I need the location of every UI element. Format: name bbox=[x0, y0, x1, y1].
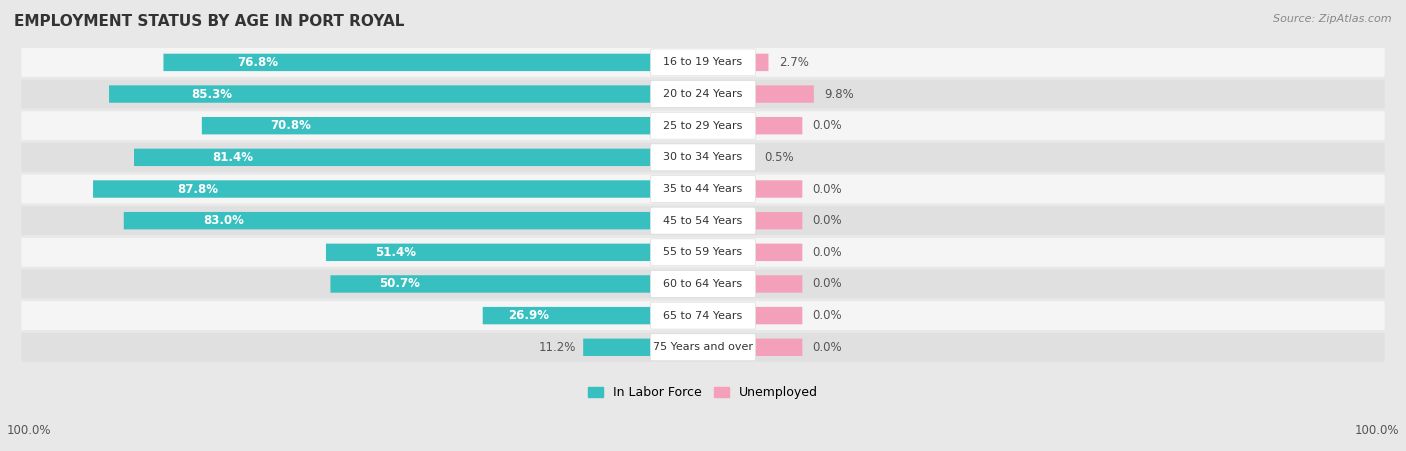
Text: 83.0%: 83.0% bbox=[204, 214, 245, 227]
FancyBboxPatch shape bbox=[751, 180, 803, 198]
FancyBboxPatch shape bbox=[110, 85, 655, 103]
FancyBboxPatch shape bbox=[21, 333, 1385, 362]
FancyBboxPatch shape bbox=[482, 307, 655, 324]
Text: 81.4%: 81.4% bbox=[212, 151, 253, 164]
FancyBboxPatch shape bbox=[21, 175, 1385, 203]
FancyBboxPatch shape bbox=[134, 149, 655, 166]
FancyBboxPatch shape bbox=[651, 81, 755, 107]
Text: 9.8%: 9.8% bbox=[824, 87, 853, 101]
Text: 85.3%: 85.3% bbox=[191, 87, 232, 101]
Text: EMPLOYMENT STATUS BY AGE IN PORT ROYAL: EMPLOYMENT STATUS BY AGE IN PORT ROYAL bbox=[14, 14, 405, 28]
FancyBboxPatch shape bbox=[21, 270, 1385, 299]
FancyBboxPatch shape bbox=[330, 275, 655, 293]
FancyBboxPatch shape bbox=[651, 49, 755, 76]
Text: 100.0%: 100.0% bbox=[7, 424, 52, 437]
Text: 0.0%: 0.0% bbox=[813, 214, 842, 227]
Text: 30 to 34 Years: 30 to 34 Years bbox=[664, 152, 742, 162]
Text: Source: ZipAtlas.com: Source: ZipAtlas.com bbox=[1274, 14, 1392, 23]
FancyBboxPatch shape bbox=[583, 339, 655, 356]
FancyBboxPatch shape bbox=[751, 307, 803, 324]
FancyBboxPatch shape bbox=[651, 144, 755, 171]
FancyBboxPatch shape bbox=[751, 149, 755, 166]
Legend: In Labor Force, Unemployed: In Labor Force, Unemployed bbox=[583, 382, 823, 405]
Text: 87.8%: 87.8% bbox=[177, 183, 218, 195]
Text: 2.7%: 2.7% bbox=[779, 56, 808, 69]
FancyBboxPatch shape bbox=[751, 212, 803, 230]
FancyBboxPatch shape bbox=[651, 271, 755, 297]
Text: 75 Years and over: 75 Years and over bbox=[652, 342, 754, 352]
Text: 0.0%: 0.0% bbox=[813, 246, 842, 259]
FancyBboxPatch shape bbox=[202, 117, 655, 134]
FancyBboxPatch shape bbox=[651, 302, 755, 329]
FancyBboxPatch shape bbox=[751, 54, 769, 71]
FancyBboxPatch shape bbox=[21, 301, 1385, 330]
Text: 60 to 64 Years: 60 to 64 Years bbox=[664, 279, 742, 289]
Text: 0.0%: 0.0% bbox=[813, 119, 842, 132]
FancyBboxPatch shape bbox=[751, 244, 803, 261]
FancyBboxPatch shape bbox=[21, 206, 1385, 235]
Text: 25 to 29 Years: 25 to 29 Years bbox=[664, 121, 742, 131]
Text: 0.0%: 0.0% bbox=[813, 277, 842, 290]
FancyBboxPatch shape bbox=[651, 207, 755, 234]
FancyBboxPatch shape bbox=[21, 48, 1385, 77]
Text: 65 to 74 Years: 65 to 74 Years bbox=[664, 311, 742, 321]
FancyBboxPatch shape bbox=[651, 112, 755, 139]
FancyBboxPatch shape bbox=[163, 54, 655, 71]
FancyBboxPatch shape bbox=[21, 143, 1385, 172]
FancyBboxPatch shape bbox=[751, 117, 803, 134]
Text: 16 to 19 Years: 16 to 19 Years bbox=[664, 57, 742, 67]
Text: 100.0%: 100.0% bbox=[1354, 424, 1399, 437]
Text: 70.8%: 70.8% bbox=[270, 119, 311, 132]
Text: 50.7%: 50.7% bbox=[380, 277, 420, 290]
Text: 76.8%: 76.8% bbox=[238, 56, 278, 69]
Text: 0.5%: 0.5% bbox=[765, 151, 794, 164]
Text: 45 to 54 Years: 45 to 54 Years bbox=[664, 216, 742, 226]
FancyBboxPatch shape bbox=[651, 175, 755, 202]
FancyBboxPatch shape bbox=[751, 275, 803, 293]
Text: 26.9%: 26.9% bbox=[509, 309, 550, 322]
FancyBboxPatch shape bbox=[21, 80, 1385, 108]
Text: 11.2%: 11.2% bbox=[538, 341, 576, 354]
FancyBboxPatch shape bbox=[651, 239, 755, 266]
Text: 0.0%: 0.0% bbox=[813, 341, 842, 354]
FancyBboxPatch shape bbox=[651, 334, 755, 361]
Text: 0.0%: 0.0% bbox=[813, 183, 842, 195]
Text: 35 to 44 Years: 35 to 44 Years bbox=[664, 184, 742, 194]
FancyBboxPatch shape bbox=[751, 85, 814, 103]
Text: 55 to 59 Years: 55 to 59 Years bbox=[664, 247, 742, 258]
FancyBboxPatch shape bbox=[93, 180, 655, 198]
Text: 20 to 24 Years: 20 to 24 Years bbox=[664, 89, 742, 99]
FancyBboxPatch shape bbox=[21, 238, 1385, 267]
FancyBboxPatch shape bbox=[21, 111, 1385, 140]
FancyBboxPatch shape bbox=[124, 212, 655, 230]
FancyBboxPatch shape bbox=[751, 339, 803, 356]
Text: 0.0%: 0.0% bbox=[813, 309, 842, 322]
Text: 51.4%: 51.4% bbox=[375, 246, 416, 259]
FancyBboxPatch shape bbox=[326, 244, 655, 261]
